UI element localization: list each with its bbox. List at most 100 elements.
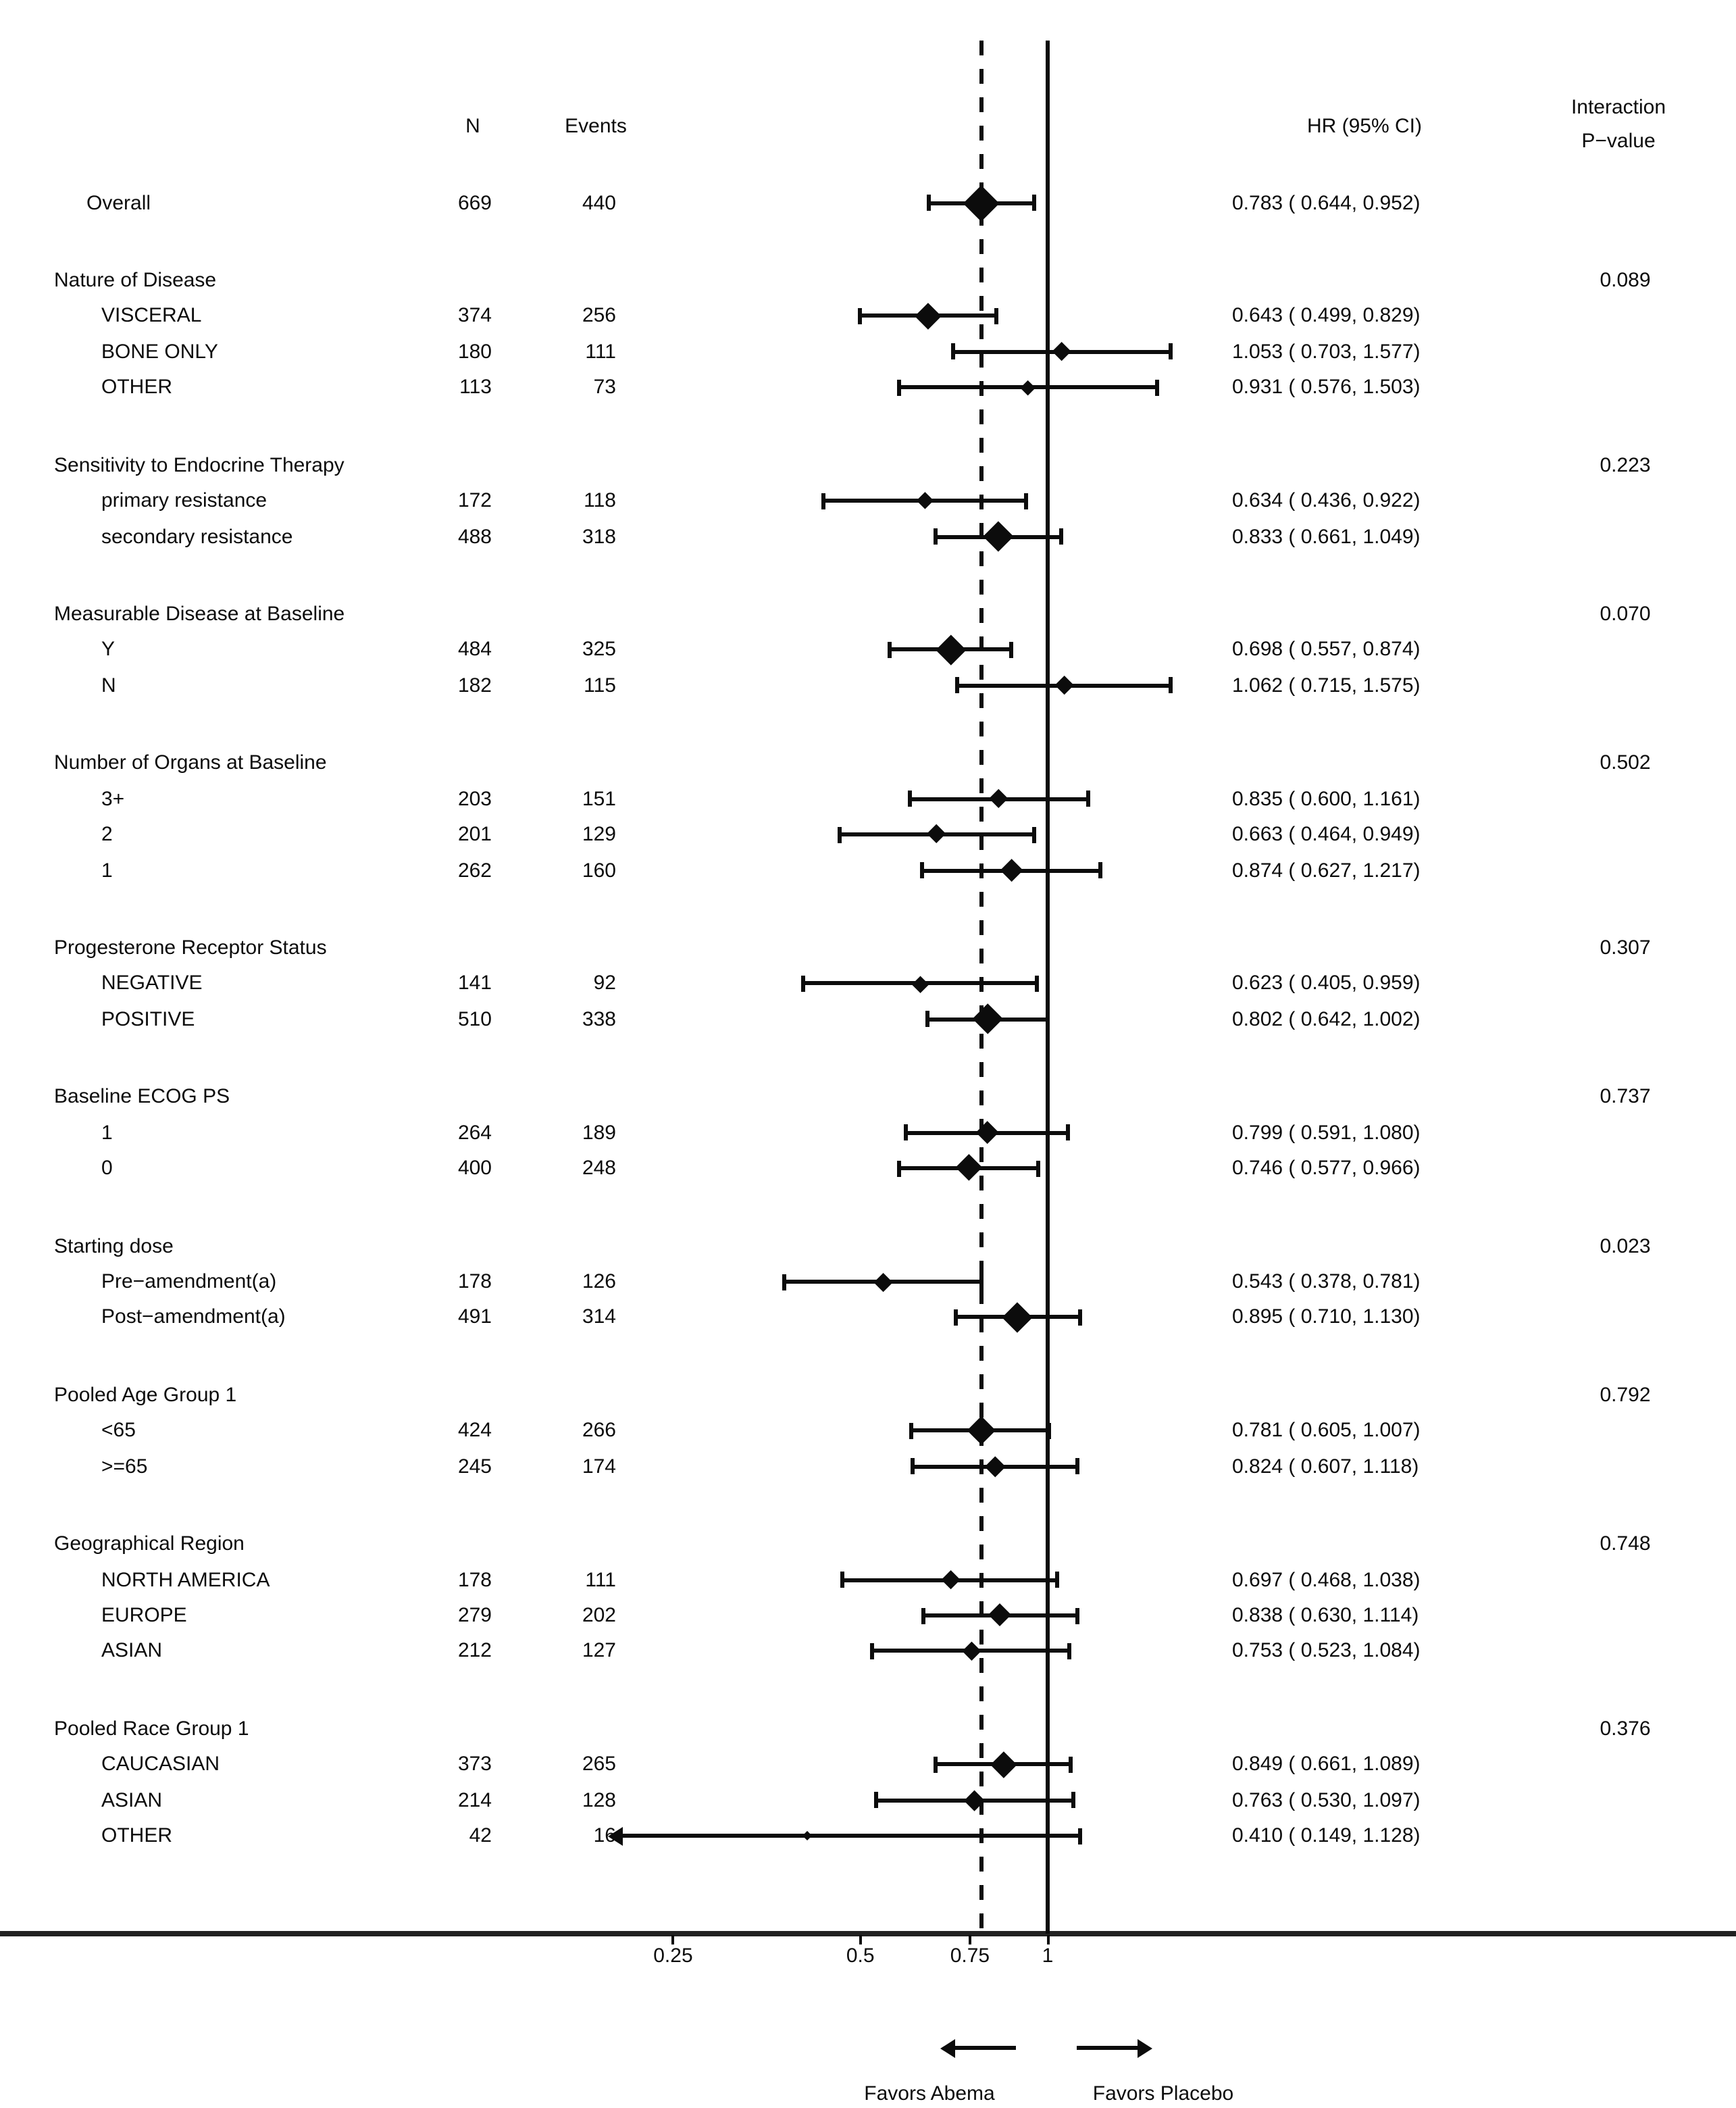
row-events-value: 111 <box>585 340 616 363</box>
row-label: 0 <box>101 1157 113 1180</box>
row-n-value: 484 <box>457 638 492 661</box>
row-hr-ci-text: 0.623 ( 0.405, 0.959) <box>1232 972 1421 995</box>
hr-diamond-marker <box>1052 342 1071 361</box>
row-label: OTHER <box>101 376 172 399</box>
row-hr-ci-text: 0.849 ( 0.661, 1.089) <box>1232 1753 1421 1776</box>
ci-cap-left <box>925 1011 930 1028</box>
row-n-value: 374 <box>457 304 492 328</box>
ci-cap-left <box>903 1124 908 1141</box>
row-label: ASIAN <box>101 1788 163 1812</box>
ci-cap-right <box>1075 1458 1080 1475</box>
row-hr-ci-text: 0.781 ( 0.605, 1.007) <box>1232 1419 1421 1442</box>
hr-diamond-marker <box>927 824 947 845</box>
row-n-value: 180 <box>457 340 492 363</box>
subgroup-label: Sensitivity to Endocrine Therapy <box>54 453 344 477</box>
row-hr-ci-text: 0.763 ( 0.530, 1.097) <box>1232 1788 1421 1812</box>
hr-diamond-marker <box>911 975 928 992</box>
interaction-p-value: 0.223 <box>1600 453 1651 477</box>
row-events-value: 202 <box>582 1604 616 1627</box>
ci-cap-left <box>874 1792 879 1809</box>
ci-cap-left <box>934 1756 938 1773</box>
ci-cap-right <box>1047 1422 1052 1439</box>
favors-abema-arrow-shaft <box>955 2046 1016 2050</box>
hr-diamond-marker <box>1002 1302 1033 1333</box>
favors-placebo-label: Favors Placebo <box>1092 2082 1234 2105</box>
interaction-p-value: 0.376 <box>1600 1717 1651 1740</box>
row-label: 2 <box>101 823 113 847</box>
interaction-p-value: 0.748 <box>1600 1532 1651 1556</box>
hr-diamond-marker <box>988 1603 1012 1627</box>
hr-diamond-marker <box>915 491 934 510</box>
hr-diamond-marker <box>972 1003 1004 1035</box>
hr-diamond-marker <box>915 303 942 330</box>
row-events-value: 266 <box>582 1419 616 1442</box>
column-header-hr: HR (95% CI) <box>1306 115 1422 138</box>
ci-cap-left <box>887 641 892 658</box>
favors-placebo-arrow-shaft <box>1077 2046 1138 2050</box>
row-label: VISCERAL <box>101 304 202 328</box>
row-n-value: 113 <box>459 376 492 399</box>
row-events-value: 111 <box>585 1568 616 1592</box>
row-n-value: 488 <box>457 525 492 548</box>
ci-line <box>620 1834 1081 1838</box>
ci-cap-right <box>1034 975 1039 992</box>
row-label: N <box>101 674 116 697</box>
ci-cap-left <box>782 1274 787 1290</box>
subgroup-label: Starting dose <box>54 1234 174 1258</box>
axis-tick-label: 0.25 <box>653 1944 693 1967</box>
row-events-value: 128 <box>582 1788 616 1812</box>
hr-diamond-marker <box>961 1640 981 1661</box>
interaction-p-value: 0.307 <box>1600 936 1651 959</box>
row-hr-ci-text: 0.410 ( 0.149, 1.128) <box>1232 1824 1421 1848</box>
ci-cap-left <box>953 1309 957 1326</box>
row-events-value: 325 <box>582 638 616 661</box>
hr-diamond-marker <box>963 184 1000 221</box>
row-hr-ci-text: 0.895 ( 0.710, 1.130) <box>1232 1305 1421 1329</box>
row-hr-ci-text: 0.543 ( 0.378, 0.781) <box>1232 1270 1421 1293</box>
row-hr-ci-text: 0.746 ( 0.577, 0.966) <box>1232 1157 1421 1180</box>
row-events-value: 127 <box>582 1639 616 1663</box>
row-n-value: 491 <box>457 1305 492 1329</box>
ci-cap-right <box>1067 1642 1072 1659</box>
row-n-value: 373 <box>457 1753 492 1776</box>
subgroup-label: Progesterone Receptor Status <box>54 936 327 959</box>
row-hr-ci-text: 1.062 ( 0.715, 1.575) <box>1232 674 1421 697</box>
row-label: >=65 <box>101 1455 148 1478</box>
interaction-p-value: 0.089 <box>1600 269 1651 292</box>
axis-tick <box>1046 1935 1049 1944</box>
row-events-value: 151 <box>582 787 616 811</box>
hr-diamond-marker <box>873 1272 892 1291</box>
ci-cap-right <box>1055 1572 1060 1588</box>
ci-cap-right <box>1155 379 1160 396</box>
row-label: <65 <box>101 1419 136 1442</box>
row-n-value: 42 <box>469 1824 492 1848</box>
hr-diamond-marker <box>990 1751 1017 1778</box>
ci-cap-left <box>896 379 901 396</box>
hr-diamond-marker <box>1021 380 1036 395</box>
ci-cap-right <box>1075 1607 1079 1624</box>
row-n-value: 201 <box>457 823 492 847</box>
ci-cap-left <box>907 790 912 807</box>
axis-tick-label: 0.5 <box>846 1944 875 1967</box>
row-label: CAUCASIAN <box>101 1753 220 1776</box>
x-axis-line <box>0 1931 1736 1936</box>
subgroup-label: Baseline ECOG PS <box>54 1085 230 1109</box>
row-n-value: 141 <box>457 972 492 995</box>
row-hr-ci-text: 0.698 ( 0.557, 0.874) <box>1232 638 1421 661</box>
row-n-value: 212 <box>457 1639 492 1663</box>
row-n-value: 264 <box>457 1121 492 1145</box>
row-events-value: 189 <box>582 1121 616 1145</box>
row-label: ASIAN <box>101 1639 163 1663</box>
ci-cap-right <box>1046 1011 1050 1028</box>
row-n-value: 178 <box>457 1568 492 1592</box>
ci-cap-left <box>911 1458 915 1475</box>
row-hr-ci-text: 0.835 ( 0.600, 1.161) <box>1232 787 1421 811</box>
row-hr-ci-text: 0.931 ( 0.576, 1.503) <box>1232 376 1421 399</box>
ci-cap-right <box>979 1274 984 1290</box>
ci-cap-right <box>1032 195 1037 211</box>
axis-tick <box>968 1935 971 1944</box>
row-hr-ci-text: 0.697 ( 0.468, 1.038) <box>1232 1568 1421 1592</box>
row-n-value: 203 <box>457 787 492 811</box>
